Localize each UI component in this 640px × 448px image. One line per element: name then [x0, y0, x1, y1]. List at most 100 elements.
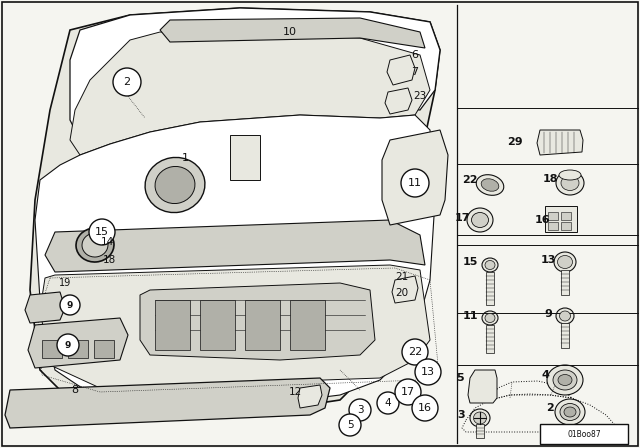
Ellipse shape: [547, 365, 583, 395]
Ellipse shape: [560, 404, 580, 421]
Bar: [245, 300, 280, 350]
Polygon shape: [298, 385, 322, 408]
Bar: [548, 212, 558, 220]
Polygon shape: [30, 8, 440, 418]
Text: 8: 8: [72, 385, 79, 395]
Text: 20: 20: [396, 288, 408, 298]
Text: 19: 19: [59, 278, 71, 288]
Ellipse shape: [76, 228, 114, 262]
Ellipse shape: [553, 370, 577, 390]
Text: 18: 18: [542, 174, 557, 184]
Circle shape: [60, 295, 80, 315]
Bar: [94, 340, 114, 358]
Polygon shape: [70, 32, 430, 155]
Ellipse shape: [556, 308, 574, 324]
Polygon shape: [140, 283, 375, 360]
Ellipse shape: [472, 212, 488, 228]
Polygon shape: [468, 370, 497, 403]
Circle shape: [402, 339, 428, 365]
Ellipse shape: [561, 176, 579, 190]
Text: 11: 11: [462, 311, 477, 321]
Text: 21: 21: [396, 272, 408, 282]
Polygon shape: [486, 272, 494, 305]
Ellipse shape: [470, 409, 490, 427]
Polygon shape: [561, 323, 569, 348]
Polygon shape: [160, 18, 425, 48]
Text: 5: 5: [347, 420, 353, 430]
Ellipse shape: [558, 375, 572, 385]
Bar: [68, 340, 88, 358]
Text: 17: 17: [454, 213, 470, 223]
Polygon shape: [35, 115, 435, 410]
Polygon shape: [385, 88, 412, 114]
Text: 9: 9: [67, 301, 73, 310]
Ellipse shape: [474, 412, 486, 424]
Text: 15: 15: [462, 257, 477, 267]
Bar: [200, 300, 235, 350]
Circle shape: [377, 392, 399, 414]
Ellipse shape: [482, 311, 498, 325]
Polygon shape: [40, 265, 430, 388]
Ellipse shape: [555, 399, 585, 425]
Bar: [540, 424, 628, 444]
Text: 16: 16: [534, 215, 550, 225]
Text: 4: 4: [541, 370, 549, 380]
Ellipse shape: [145, 157, 205, 213]
Circle shape: [89, 219, 115, 245]
Polygon shape: [70, 8, 440, 140]
Text: 22: 22: [408, 347, 422, 357]
Circle shape: [415, 359, 441, 385]
Polygon shape: [45, 220, 425, 272]
Text: 23: 23: [413, 91, 427, 101]
Ellipse shape: [564, 407, 576, 417]
Text: 11: 11: [408, 178, 422, 188]
Text: 15: 15: [95, 227, 109, 237]
Polygon shape: [5, 378, 330, 428]
Text: 4: 4: [385, 398, 391, 408]
Text: 2: 2: [546, 403, 554, 413]
Ellipse shape: [482, 258, 498, 272]
Bar: [545, 206, 577, 232]
Text: 3: 3: [457, 410, 465, 420]
Text: 6: 6: [412, 50, 419, 60]
Polygon shape: [25, 292, 65, 323]
Text: 2: 2: [124, 77, 131, 87]
Text: 10: 10: [283, 27, 297, 37]
Circle shape: [57, 334, 79, 356]
Text: 13: 13: [421, 367, 435, 377]
Text: 1: 1: [182, 153, 189, 163]
Ellipse shape: [481, 179, 499, 191]
Ellipse shape: [485, 260, 495, 270]
Text: 22: 22: [462, 175, 477, 185]
Text: 7: 7: [412, 67, 419, 77]
Text: 9: 9: [65, 340, 71, 349]
Circle shape: [339, 414, 361, 436]
Text: 14: 14: [100, 237, 114, 247]
Bar: [230, 135, 260, 180]
Text: 29: 29: [507, 137, 523, 147]
Circle shape: [349, 399, 371, 421]
Polygon shape: [537, 130, 583, 155]
Text: 13: 13: [540, 255, 556, 265]
Text: 18: 18: [102, 255, 116, 265]
Bar: [548, 222, 558, 230]
Polygon shape: [486, 325, 494, 353]
Ellipse shape: [557, 255, 573, 268]
Text: 01Boo87: 01Boo87: [567, 430, 601, 439]
Ellipse shape: [82, 233, 108, 257]
Polygon shape: [28, 318, 128, 368]
Polygon shape: [476, 424, 484, 438]
Bar: [155, 300, 190, 350]
Polygon shape: [561, 270, 569, 295]
Ellipse shape: [559, 311, 570, 321]
Polygon shape: [387, 55, 415, 85]
Bar: [290, 300, 325, 350]
Circle shape: [412, 395, 438, 421]
Text: 3: 3: [356, 405, 364, 415]
Bar: [561, 222, 571, 230]
Circle shape: [395, 379, 421, 405]
Text: 17: 17: [401, 387, 415, 397]
Text: 9: 9: [544, 309, 552, 319]
Circle shape: [401, 169, 429, 197]
Text: 12: 12: [289, 387, 301, 397]
